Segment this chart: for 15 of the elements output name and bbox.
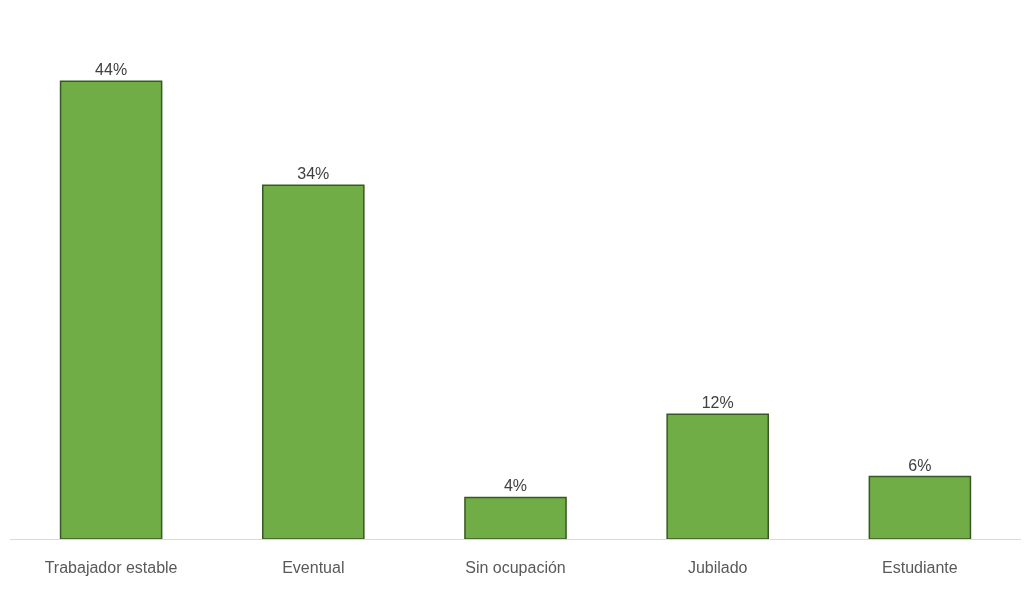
data-label: 44% <box>95 61 128 79</box>
data-label: 6% <box>908 456 932 474</box>
x-tick-label: Sin ocupación <box>465 559 566 577</box>
data-label: 4% <box>503 477 528 495</box>
bar <box>59 80 163 539</box>
x-tick-label: Trabajador estable <box>44 559 178 577</box>
bar <box>262 184 365 539</box>
bar <box>868 475 972 539</box>
bar <box>666 413 769 539</box>
x-tick-label: Eventual <box>282 559 345 577</box>
data-label: 12% <box>701 394 734 412</box>
x-tick-label: Estudiante <box>882 559 958 577</box>
bar <box>464 496 567 539</box>
data-label: 34% <box>297 165 330 183</box>
x-tick-label: Jubilado <box>687 559 748 577</box>
